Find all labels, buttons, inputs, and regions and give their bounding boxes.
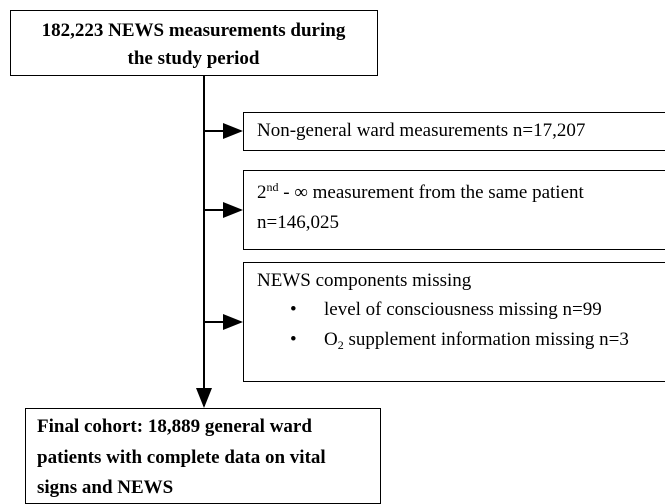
box-text: n=146,025 (257, 212, 339, 233)
bullet: • (290, 329, 297, 350)
exclusion-box: Non-general ward measurements n=17,207 (243, 112, 665, 151)
start-box: 182,223 NEWS measurements during the stu… (10, 10, 378, 76)
box-text: 182,223 NEWS measurements during (41, 20, 346, 41)
box-text: O2 supplement information missing n=3 (324, 329, 629, 351)
text: O (324, 329, 338, 350)
box-text: level of consciousness missing n=99 (324, 299, 602, 320)
text: supplement information missing n=3 (343, 329, 629, 350)
superscript: nd (266, 180, 279, 194)
bullet: • (290, 299, 297, 320)
box-text: signs and NEWS (37, 477, 174, 498)
exclusion-box: 2nd - ∞ measurement from the same patien… (243, 170, 665, 250)
text: 2 (257, 182, 267, 203)
box-text: patients with complete data on vital (37, 447, 326, 468)
box-text: 2nd - ∞ measurement from the same patien… (257, 180, 584, 204)
subscript: 2 (337, 338, 344, 352)
text: - ∞ measurement from the same patient (278, 182, 584, 203)
box-text: Final cohort: 18,889 general ward (37, 416, 312, 437)
box-title: NEWS components missing (257, 270, 472, 291)
box-text: the study period (127, 48, 260, 69)
box-text: Non-general ward measurements n=17,207 (257, 120, 586, 141)
exclusion-box: NEWS components missing • level of consc… (243, 262, 665, 382)
final-box: Final cohort: 18,889 general ward patien… (25, 408, 381, 504)
